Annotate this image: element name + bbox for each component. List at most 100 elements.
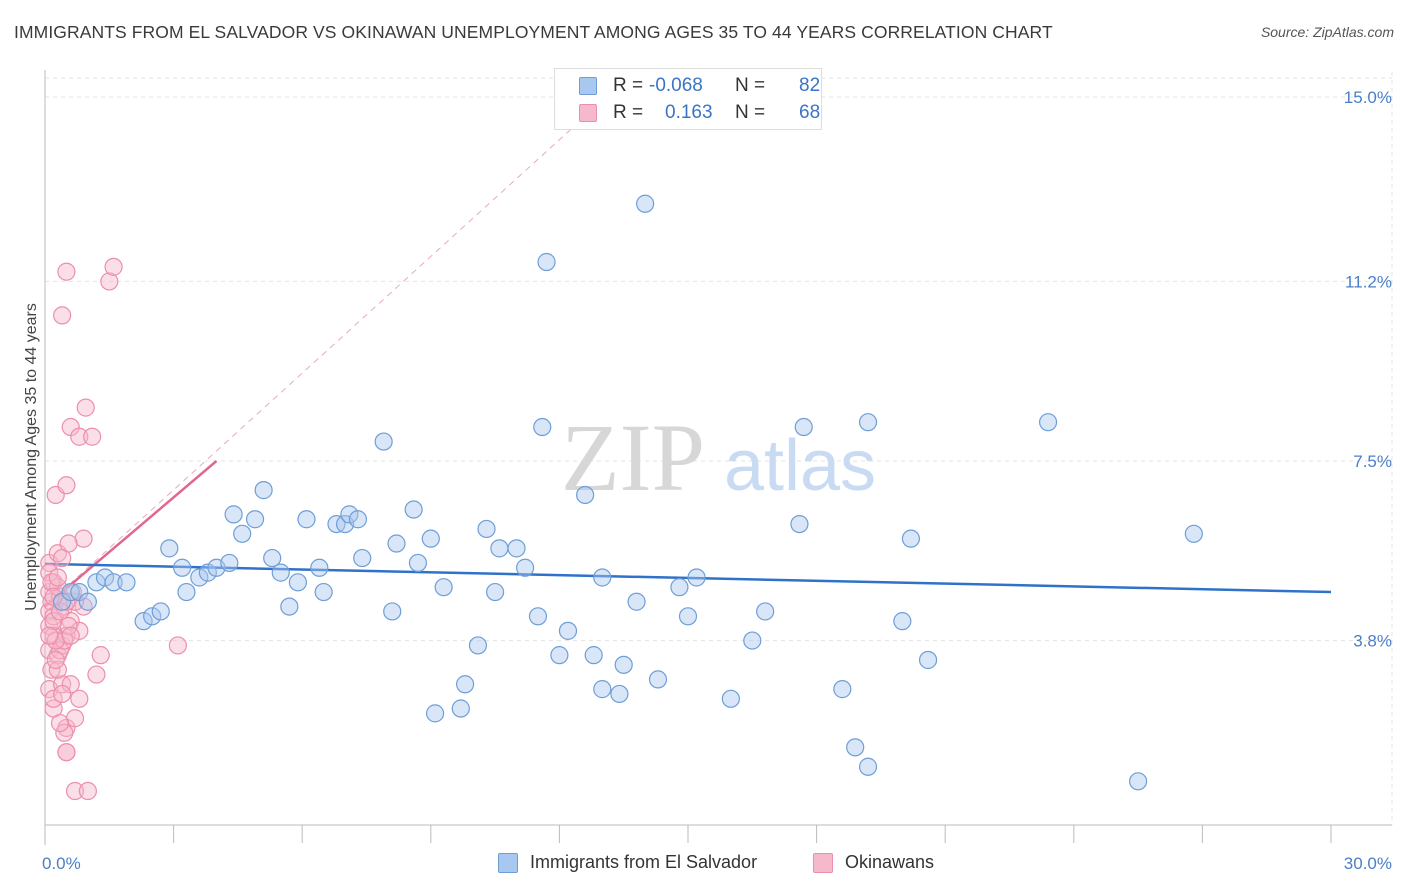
el-salvador-point (425, 704, 445, 723)
okinawans-point (48, 568, 67, 587)
correlation-box: R = -0.068 N = 82 R = 0.163 N = 68 (554, 68, 822, 130)
el-salvador-point (1184, 524, 1203, 543)
el-salvador-point (134, 612, 153, 631)
blue-swatch (579, 77, 597, 95)
okinawans-point (53, 306, 72, 325)
y-axis-label: Unemployment Among Ages 35 to 44 years (23, 303, 40, 611)
el-salvador-point (245, 510, 265, 529)
el-salvador-point (627, 592, 646, 611)
source-attribution: Source: ZipAtlas.com (1260, 24, 1394, 40)
watermark: ZIP atlas (561, 404, 876, 511)
n-label: N = (735, 102, 766, 123)
el-salvador-point (288, 573, 308, 592)
legend-label: Okinawans (845, 852, 935, 872)
okinawans-point (70, 621, 89, 640)
okinawans-point (70, 427, 89, 446)
okinawans-point (50, 641, 70, 660)
el-salvador-point (340, 505, 359, 524)
y-tick-label: 7.5% (1353, 452, 1392, 471)
el-salvador-point (297, 510, 316, 529)
okinawans-point (91, 646, 110, 665)
r-value: -0.068 (649, 75, 703, 96)
okinawans-point (104, 257, 123, 276)
okinawans-point (46, 650, 65, 670)
el-salvador-point (794, 417, 813, 437)
el-salvador-point (314, 582, 333, 602)
n-label: N = (735, 75, 766, 96)
okinawans-point (83, 427, 102, 446)
okinawans-point (78, 781, 97, 801)
y-tick-label: 11.2% (1345, 272, 1392, 291)
blue-swatch (498, 853, 518, 873)
el-salvador-point (104, 573, 123, 592)
el-salvador-point (721, 689, 740, 708)
el-salvador-point (636, 194, 655, 213)
okinawans-point (65, 709, 85, 728)
el-salvador-point (95, 568, 115, 587)
okinawans-point (168, 636, 187, 655)
el-salvador-point (190, 568, 209, 587)
grid-lines (45, 72, 1393, 825)
el-salvador-point (421, 529, 440, 548)
el-salvador-point (477, 519, 496, 539)
el-salvador-point (78, 592, 97, 611)
x-tick-label: 30.0% (1344, 854, 1392, 873)
okinawans-point (74, 529, 93, 548)
okinawans-point (53, 684, 72, 704)
el-salvador-point (177, 582, 196, 602)
okinawans-point (61, 626, 80, 645)
r-label: R = (613, 102, 644, 123)
okinawans-point (53, 548, 72, 568)
el-salvador-point (648, 670, 668, 689)
el-salvador-point (528, 607, 548, 626)
el-salvador-point (353, 548, 372, 568)
el-salvador-point (756, 602, 775, 621)
okinawans-point (57, 743, 76, 762)
el-salvador-point (1038, 413, 1058, 432)
okinawans-point (87, 665, 106, 684)
el-salvador-point (143, 607, 162, 626)
el-salvador-point (383, 602, 402, 621)
el-salvador-point (468, 636, 488, 655)
el-salvador-point (254, 481, 273, 500)
el-salvador-point (901, 529, 921, 548)
el-salvador-point (1128, 772, 1148, 791)
el-salvador-point (151, 602, 170, 621)
el-salvador-point (833, 680, 852, 699)
el-salvador-point (743, 631, 762, 650)
okinawans-point (44, 587, 63, 606)
el-salvador-point (280, 597, 299, 616)
el-salvador-point (486, 582, 505, 602)
okinawans-point (65, 781, 85, 801)
el-salvador-point (610, 684, 629, 704)
el-salvador-point (224, 505, 243, 524)
el-salvador-point (434, 578, 453, 597)
el-salvador-point (918, 650, 938, 670)
el-salvador-point (490, 539, 509, 558)
n-value: 82 (799, 75, 821, 96)
y-tick-label: 3.8% (1353, 632, 1392, 651)
el-salvador-point (533, 417, 552, 437)
el-salvador-point (404, 500, 423, 519)
el-salvador-point (263, 548, 282, 568)
x-tick-label: 0.0% (42, 854, 81, 873)
watermark-atlas: atlas (724, 426, 876, 506)
watermark-zip: ZIP (561, 404, 705, 511)
el-salvador-point (173, 558, 192, 577)
el-salvador-point (271, 563, 290, 582)
el-salvador-point (614, 655, 633, 674)
okinawans-trend-extension (44, 116, 586, 607)
el-salvador-point (387, 534, 406, 553)
el-salvador-point (451, 699, 470, 718)
el-salvador-point (537, 252, 556, 272)
tick-labels: 3.8% 7.5% 11.2% 15.0% 0.0% 30.0% (42, 88, 1392, 873)
okinawans-point (44, 689, 63, 708)
el-salvador-point (160, 539, 179, 558)
r-label: R = (613, 75, 644, 96)
axes (44, 70, 1392, 845)
pink-swatch (579, 104, 597, 122)
okinawans-point (55, 723, 74, 742)
r-value: 0.163 (665, 102, 713, 123)
legend-label: Immigrants from El Salvador (530, 852, 758, 872)
